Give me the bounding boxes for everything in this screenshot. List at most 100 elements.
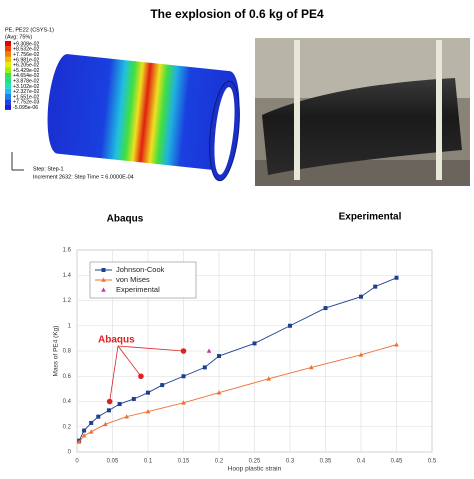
legend-marker <box>101 277 106 282</box>
data-point <box>76 439 82 444</box>
data-point <box>89 420 94 425</box>
x-tick-label: 0.2 <box>215 459 224 465</box>
y-tick-label: 1.4 <box>63 273 72 279</box>
annotation-point <box>180 348 187 354</box>
legend-swatch <box>5 72 11 79</box>
legend-label: Johnson-Cook <box>116 265 165 274</box>
legend-swatch <box>5 56 11 63</box>
annotation-point <box>138 373 144 380</box>
experimental-photo <box>255 38 470 186</box>
legend-swatch <box>5 99 11 105</box>
data-point <box>145 409 151 414</box>
x-tick-label: 0.05 <box>107 459 119 465</box>
legend-marker <box>101 268 106 272</box>
data-point <box>88 429 94 434</box>
y-tick-label: 1 <box>68 323 72 329</box>
legend-swatch <box>5 104 11 110</box>
y-tick-label: 0.6 <box>63 374 72 380</box>
data-point <box>96 414 101 419</box>
x-tick-label: 0.4 <box>357 459 366 465</box>
y-tick-label: 1.6 <box>63 248 72 254</box>
x-axis-label: Hoop plastic strain <box>228 466 282 473</box>
data-point <box>373 284 378 289</box>
y-axis-label: Mass of PE4 (Kg) <box>53 326 60 377</box>
data-point <box>124 414 129 419</box>
legend-swatch <box>5 41 11 47</box>
legend-swatch <box>5 67 11 73</box>
annotation-arrow <box>117 345 184 352</box>
step-text: Step: Step-1 <box>33 166 64 172</box>
legend-title: PE, PE22 (CSYS-1) <box>5 27 54 33</box>
simulation-image <box>11 54 240 182</box>
annotation-point <box>106 398 113 405</box>
data-point <box>323 306 328 311</box>
annotation-arrow <box>109 345 119 402</box>
legend-value: +5.429e-02 <box>13 68 40 74</box>
data-point <box>202 365 207 370</box>
legend-marker <box>101 287 106 292</box>
y-tick-label: 0 <box>68 450 72 456</box>
x-tick-label: 0.45 <box>391 459 403 465</box>
data-point <box>266 376 271 381</box>
data-point <box>131 396 136 401</box>
data-point <box>81 433 87 438</box>
x-tick-label: 0.5 <box>428 459 437 465</box>
legend-value: +3.102e-02 <box>13 84 40 90</box>
legend-swatch <box>5 51 11 57</box>
y-tick-label: 1.2 <box>63 298 72 304</box>
data-point <box>252 341 257 346</box>
caption: Abaqus <box>107 214 144 225</box>
data-point <box>309 364 314 370</box>
x-tick-label: 0.3 <box>286 459 295 465</box>
legend-swatch <box>5 46 11 52</box>
data-point <box>82 428 87 433</box>
legend-label: Experimental <box>116 285 160 294</box>
legend-swatch <box>5 78 11 84</box>
y-tick-label: 0.4 <box>63 399 72 405</box>
y-tick-label: 0.8 <box>63 349 72 355</box>
legend-value: +3.878e-02 <box>13 78 40 84</box>
legend-value: +6.981e-02 <box>13 57 40 63</box>
data-point <box>106 408 111 413</box>
data-point <box>160 383 165 388</box>
data-point <box>288 323 292 328</box>
legend-label: von Mises <box>116 275 150 284</box>
increment-text: Increment 2632: Step Time = 6.0000E-04 <box>33 174 134 180</box>
data-point <box>181 374 186 379</box>
legend-swatch <box>5 62 11 68</box>
legend-value: -5.095e-06 <box>13 105 38 111</box>
x-tick-label: 0.1 <box>144 459 153 465</box>
x-tick-label: 0 <box>75 459 79 465</box>
data-point <box>394 342 399 347</box>
legend-swatch <box>5 83 11 89</box>
x-tick-label: 0.25 <box>249 459 261 465</box>
legend-value: +7.756e-02 <box>13 52 40 58</box>
data-point <box>117 402 122 407</box>
data-point <box>206 348 212 353</box>
data-point <box>103 421 108 427</box>
legend-value: +2.327e-02 <box>13 89 40 95</box>
data-point <box>359 294 363 299</box>
x-tick-label: 0.35 <box>320 459 332 465</box>
legend-value: +6.205e-02 <box>13 63 40 69</box>
legend-avg: (Avg: 75%) <box>5 34 32 40</box>
legend-value: +4.654e-02 <box>13 73 40 79</box>
data-point <box>146 390 150 395</box>
y-tick-label: 0.2 <box>63 424 72 430</box>
legend-value: +9.308e-02 <box>13 41 40 47</box>
legend-value: +8.532e-02 <box>13 47 40 53</box>
data-point <box>181 400 186 405</box>
legend-value: +7.752e-03 <box>13 100 40 106</box>
data-point <box>216 390 222 395</box>
data-point <box>358 352 364 357</box>
legend-swatch <box>5 94 11 100</box>
figure-title: The explosion of 0.6 kg of PE4 <box>150 7 324 21</box>
legend-swatch <box>5 88 11 94</box>
data-point <box>394 275 399 280</box>
legend-value: +1.551e-02 <box>13 94 40 100</box>
data-point <box>217 354 221 359</box>
caption: Experimental <box>339 212 402 223</box>
annotation-text: Abaqus <box>98 335 135 346</box>
annotation-arrow <box>117 345 142 377</box>
